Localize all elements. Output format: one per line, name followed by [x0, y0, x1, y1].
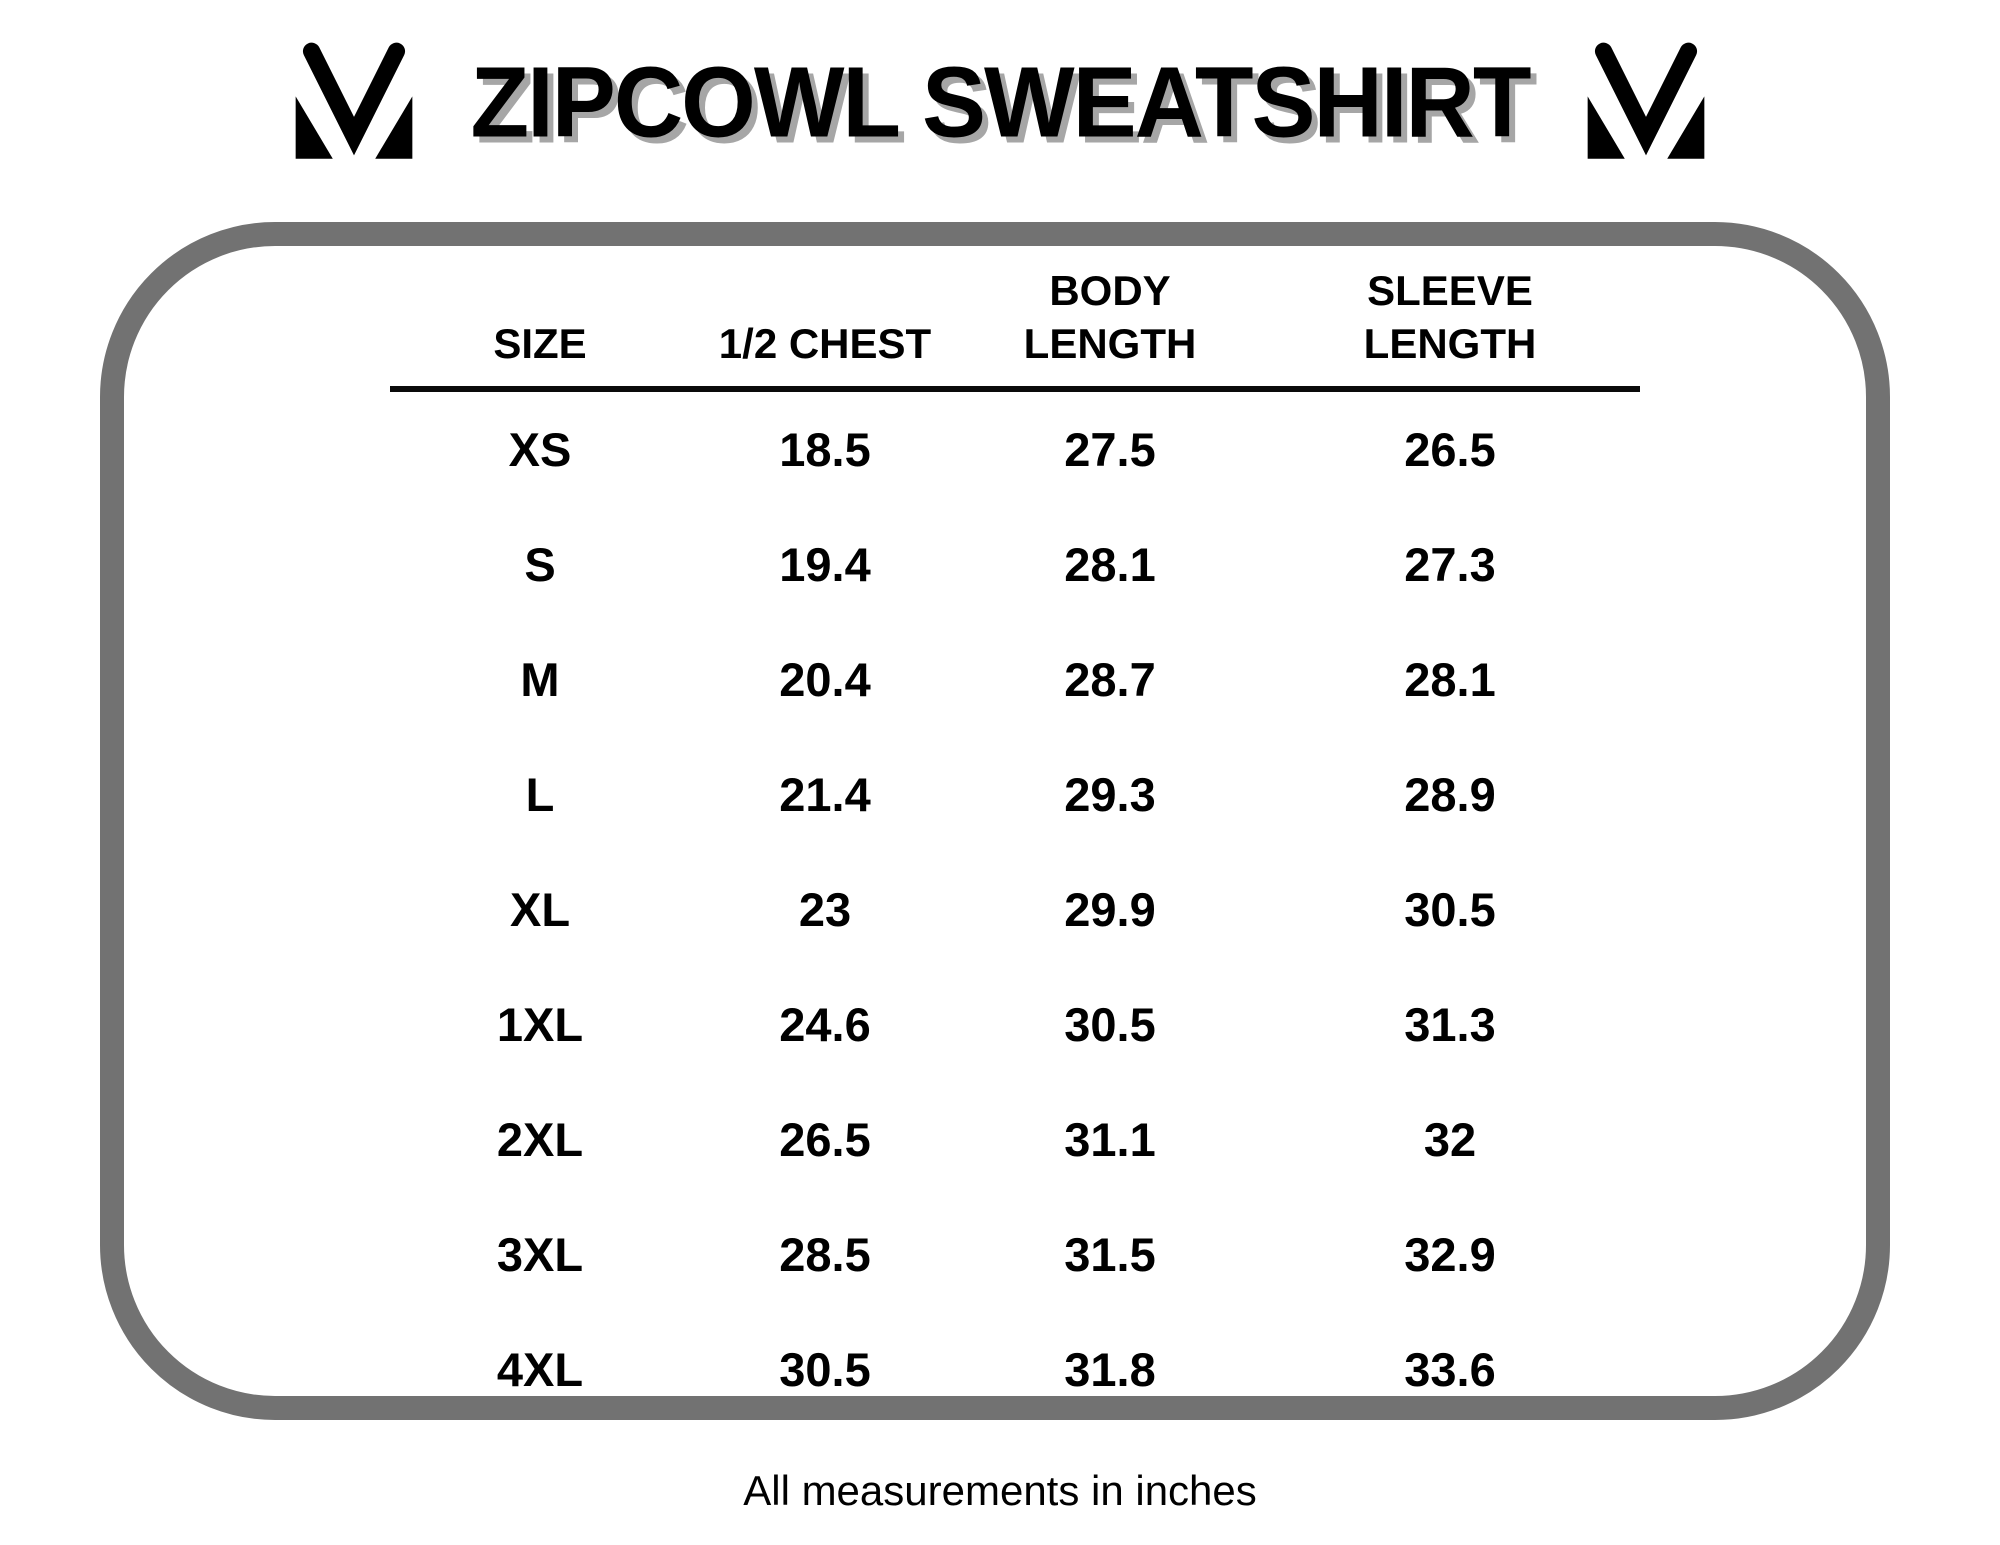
header-underline	[390, 386, 1640, 392]
size-table: SIZE 1/2 CHEST BODY LENGTH SLEEVE LENGTH…	[390, 258, 1640, 1427]
cell-sleeve: 31.3	[1404, 998, 1496, 1051]
cell-sleeve: 28.1	[1404, 653, 1496, 706]
cell-chest: 30.5	[779, 1343, 871, 1396]
cell-size: 2XL	[496, 1113, 584, 1166]
cell-sleeve: 33.6	[1404, 1343, 1496, 1396]
header-half-chest: 1/2 CHEST	[718, 319, 932, 367]
cell-body: 31.5	[1064, 1228, 1156, 1281]
cell-chest: 24.6	[779, 998, 871, 1051]
cell-sleeve: 26.5	[1404, 423, 1496, 476]
size-chart-panel	[100, 222, 1890, 1420]
table-row: L 21.4 29.3 28.9	[390, 737, 1640, 852]
cell-sleeve: 27.3	[1404, 538, 1496, 591]
cell-body: 28.1	[1064, 538, 1156, 591]
cell-sleeve: 30.5	[1404, 883, 1496, 936]
table-row: 3XL 28.5 31.5 32.9	[390, 1197, 1640, 1312]
cell-size: L	[525, 768, 555, 821]
table-body: XS 18.5 27.5 26.5 S 19.4 28.1 27.3 M 20.4 28.7 28.1…	[390, 392, 1640, 1427]
cell-body: 29.3	[1064, 768, 1156, 821]
cell-body: 30.5	[1064, 998, 1156, 1051]
table-row: M 20.4 28.7 28.1	[390, 622, 1640, 737]
cell-body: 31.8	[1064, 1343, 1156, 1396]
header: ZIPCOWL SWEATSHIRT	[0, 28, 2000, 178]
table-header-row: SIZE 1/2 CHEST BODY LENGTH SLEEVE LENGTH	[390, 258, 1640, 370]
cell-size: S	[524, 538, 556, 591]
header-sleeve-length: SLEEVE LENGTH	[1363, 267, 1537, 367]
cell-body: 27.5	[1064, 423, 1156, 476]
cell-size: XS	[508, 423, 572, 476]
header-body-length: BODY LENGTH	[1023, 267, 1197, 367]
cell-body: 29.9	[1064, 883, 1156, 936]
cell-sleeve: 28.9	[1404, 768, 1496, 821]
cell-chest: 23	[798, 883, 852, 936]
table-row: XS 18.5 27.5 26.5	[390, 392, 1640, 507]
cell-size: 3XL	[496, 1228, 584, 1281]
cell-size: XL	[509, 883, 571, 936]
cell-body: 28.7	[1064, 653, 1156, 706]
cell-chest: 19.4	[779, 538, 871, 591]
table-row: S 19.4 28.1 27.3	[390, 507, 1640, 622]
brand-logo-left-icon	[296, 42, 413, 159]
cell-sleeve: 32.9	[1404, 1228, 1496, 1281]
cell-chest: 20.4	[779, 653, 871, 706]
cell-size: 4XL	[496, 1343, 584, 1396]
table-row: XL 23 29.9 30.5	[390, 852, 1640, 967]
cell-chest: 18.5	[779, 423, 871, 476]
cell-chest: 28.5	[779, 1228, 871, 1281]
header-size: SIZE	[493, 319, 587, 367]
cell-size: 1XL	[496, 998, 584, 1051]
cell-body: 31.1	[1064, 1113, 1156, 1166]
cell-sleeve: 32	[1423, 1113, 1477, 1166]
brand-logo-right-icon	[1587, 42, 1704, 159]
table-row: 4XL 30.5 31.8 33.6	[390, 1312, 1640, 1427]
cell-size: M	[520, 653, 560, 706]
table-row: 1XL 24.6 30.5 31.3	[390, 967, 1640, 1082]
measurements-note: All measurements in inches	[743, 1467, 1257, 1514]
page-title: ZIPCOWL SWEATSHIRT	[470, 46, 1531, 159]
cell-chest: 21.4	[779, 768, 871, 821]
cell-chest: 26.5	[779, 1113, 871, 1166]
table-row: 2XL 26.5 31.1 32	[390, 1082, 1640, 1197]
